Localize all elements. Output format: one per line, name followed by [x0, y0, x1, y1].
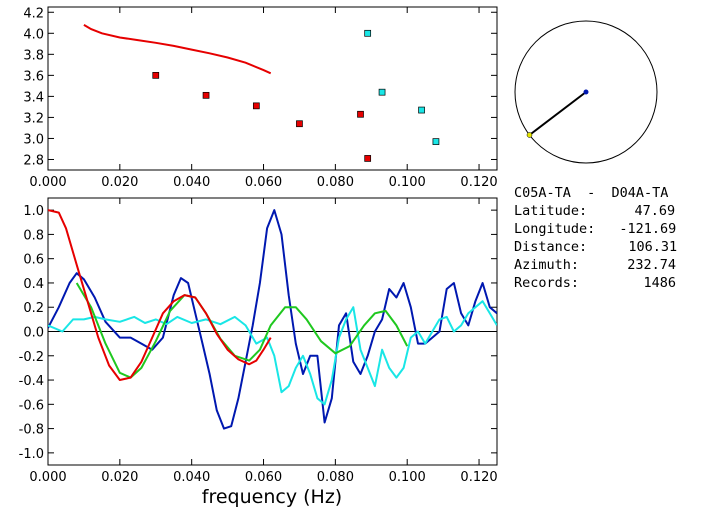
y-tick-label: 3.4	[23, 90, 44, 105]
x-tick-label: 0.000	[29, 175, 66, 190]
info-row-azimuth: Azimuth: 232.74	[514, 256, 677, 274]
y-tick-label: 4.2	[23, 6, 44, 21]
x-tick-label: 0.060	[245, 175, 282, 190]
info-label: Distance:	[514, 239, 588, 255]
y-tick-label: -0.4	[19, 374, 44, 389]
data-point	[252, 102, 260, 110]
data-point	[202, 91, 210, 99]
azimuth-needle	[528, 91, 587, 136]
x-tick-label: 0.020	[101, 175, 138, 190]
x-tick-label: 0.120	[460, 470, 497, 485]
x-tick-label: 0.040	[173, 470, 210, 485]
info-label: Latitude:	[514, 203, 588, 219]
info-value: 47.69	[634, 203, 676, 219]
center-station-marker	[583, 89, 589, 95]
info-value: 232.74	[627, 257, 677, 273]
info-row-longitude: Longitude: -121.69	[514, 220, 677, 238]
x-tick-label: 0.060	[245, 470, 282, 485]
data-point	[432, 138, 440, 145]
info-label: Azimuth:	[514, 257, 580, 273]
x-tick-label: 0.000	[29, 470, 66, 485]
info-row-latitude: Latitude: 47.69	[514, 202, 677, 220]
y-tick-label: 0.4	[23, 277, 44, 292]
y-tick-label: 0.2	[23, 301, 44, 316]
info-label: Records:	[514, 275, 580, 291]
x-tick-label: 0.120	[460, 175, 497, 190]
data-point	[152, 72, 160, 79]
coherence-chart: 0.000 0.020 0.040 0.060 0.080 0.100 0.120 1.0 0.…	[19, 197, 498, 485]
dispersion-frame	[47, 6, 498, 171]
y-tick-label: -1.0	[19, 447, 44, 462]
data-point	[296, 120, 303, 128]
azimuth-dial	[514, 20, 658, 164]
y-tick-label: 3.8	[23, 48, 44, 63]
dispersion-curve	[83, 24, 272, 75]
info-value: 1486	[643, 275, 677, 291]
station-pair-title: C05A-TA - D04A-TA	[514, 185, 669, 201]
series-line-green	[75, 282, 409, 379]
x-tick-label: 0.020	[101, 470, 138, 485]
y-tick-label: 0.6	[23, 253, 44, 268]
data-point	[364, 155, 372, 162]
x-tick-label: 0.100	[389, 470, 426, 485]
y-tick-label: 3.2	[23, 111, 44, 126]
y-tick-label: 1.0	[23, 204, 44, 219]
y-tick-label: 3.6	[23, 69, 44, 84]
dispersion-chart: 0.000 0.020 0.040 0.060 0.080 0.100 0.120 2.8 3.…	[23, 6, 497, 190]
info-label: Longitude:	[514, 221, 596, 237]
x-tick-label: 0.040	[173, 175, 210, 190]
remote-station-marker	[526, 132, 533, 138]
data-point	[357, 110, 364, 118]
info-row-records: Records: 1486	[514, 274, 677, 292]
y-tick-label: 2.8	[23, 153, 44, 168]
data-point	[378, 88, 386, 96]
y-tick-label: 0.8	[23, 228, 44, 243]
data-point	[418, 106, 425, 114]
y-tick-label: -0.8	[19, 423, 44, 438]
data-point	[364, 29, 372, 37]
x-tick-label: 0.080	[317, 175, 354, 190]
y-tick-label: 0.0	[23, 326, 44, 341]
info-value: -121.69	[619, 221, 677, 237]
info-row-distance: Distance: 106.31	[514, 238, 677, 256]
series-line-red	[48, 209, 272, 381]
x-tick-label: 0.080	[317, 470, 354, 485]
series-line-blue	[48, 209, 497, 430]
info-value: 106.31	[628, 239, 678, 255]
series-line-cyan	[48, 300, 497, 406]
y-tick-label: -0.6	[19, 398, 44, 413]
y-tick-label: 4.0	[23, 27, 44, 42]
y-tick-label: -0.2	[19, 350, 44, 365]
x-axis-label: frequency (Hz)	[202, 486, 342, 508]
station-info-panel: C05A-TA - D04A-TA Latitude: 47.69 Longitu…	[514, 184, 677, 292]
y-tick-label: 3.0	[23, 132, 44, 147]
x-tick-label: 0.100	[389, 175, 426, 190]
dial-circle	[514, 20, 658, 164]
